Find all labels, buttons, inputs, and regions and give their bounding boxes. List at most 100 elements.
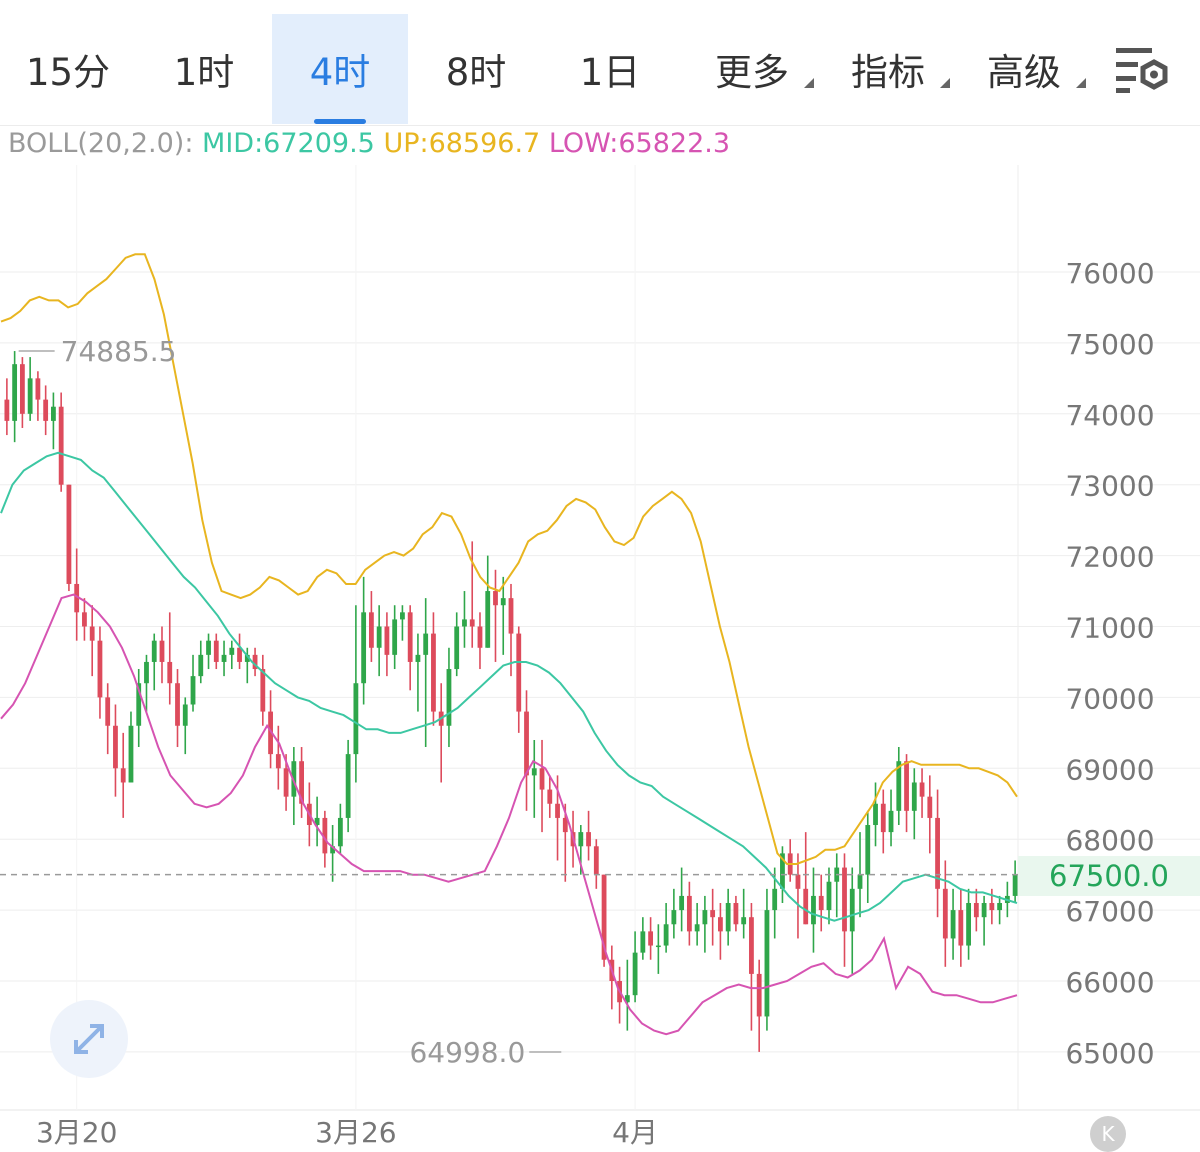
candle-body: [524, 711, 529, 776]
boll-legend-mid: MID:67209.5: [202, 128, 375, 159]
candle: [120, 732, 126, 818]
candle-body: [275, 754, 281, 769]
dropdown-triangle-icon: [940, 78, 950, 88]
candle-body: [655, 945, 661, 948]
candle: [330, 825, 336, 882]
candle: [477, 612, 483, 670]
candle-body: [671, 910, 677, 925]
candle: [624, 959, 630, 1031]
candle: [834, 853, 840, 918]
candle-body: [958, 910, 964, 946]
candle-body: [593, 846, 599, 875]
candle: [423, 598, 429, 748]
candle: [353, 605, 359, 783]
candle: [400, 605, 405, 641]
candle-body: [35, 378, 41, 400]
y-tick-label: 65000: [1065, 1037, 1154, 1070]
candle: [547, 775, 553, 818]
candle-body: [648, 931, 654, 946]
tab-1day[interactable]: 1日: [552, 14, 668, 124]
candle: [144, 654, 149, 712]
candle-body: [136, 683, 142, 726]
candle-body: [237, 647, 242, 662]
tab-label: 高级: [987, 51, 1061, 94]
k-line-button[interactable]: K: [1090, 1116, 1126, 1152]
tab-4hour[interactable]: 4时: [272, 14, 408, 124]
tab-label: 1日: [579, 51, 641, 94]
tab-15min[interactable]: 15分: [10, 14, 126, 124]
tab-8hour[interactable]: 8时: [418, 14, 534, 124]
candle-body: [555, 803, 560, 818]
tab-advanced[interactable]: 高级: [972, 14, 1086, 124]
candle-body: [500, 598, 506, 606]
tab-indicators[interactable]: 指标: [836, 14, 950, 124]
candle-body: [384, 626, 390, 655]
candle-body: [407, 612, 413, 662]
candle: [376, 605, 382, 677]
candle: [361, 576, 367, 705]
candle: [981, 895, 987, 946]
candle-body: [423, 633, 429, 655]
candle-body: [547, 789, 553, 804]
candle: [997, 895, 1003, 925]
y-tick-label: 74000: [1065, 399, 1154, 432]
candle-body: [749, 917, 754, 974]
candle: [586, 810, 591, 861]
tab-more[interactable]: 更多: [700, 14, 814, 124]
candle: [818, 874, 824, 932]
candle-body: [795, 874, 801, 889]
boll-legend-low: LOW:65822.3: [548, 128, 731, 159]
candle-body: [198, 654, 204, 677]
candle: [213, 633, 219, 670]
candle: [252, 647, 258, 677]
candle: [485, 555, 491, 648]
candle-body: [880, 803, 886, 833]
candle-body: [842, 867, 847, 932]
candle-body: [462, 619, 467, 627]
candle: [516, 626, 522, 733]
y-tick-label: 66000: [1065, 966, 1154, 999]
tab-label: 8时: [445, 51, 507, 94]
timeframe-tab-bar: 15分 1时 4时 8时 1日 更多 指标 高级: [0, 0, 1200, 126]
tab-1hour[interactable]: 1时: [146, 14, 262, 124]
candle: [438, 683, 444, 783]
tab-label: 15分: [25, 51, 111, 94]
candle-body: [213, 640, 219, 662]
candle: [601, 874, 607, 967]
candle-body: [361, 612, 367, 684]
candle-body: [818, 895, 824, 911]
candle: [756, 959, 762, 1052]
candle-body: [702, 910, 708, 925]
expand-arrows-icon: [74, 1024, 104, 1054]
candle: [105, 683, 111, 755]
candle-body: [392, 619, 398, 655]
candle: [966, 888, 971, 960]
candle-body: [562, 817, 568, 833]
candle: [888, 789, 894, 847]
boll-up-line: [0, 253, 1018, 865]
candle: [12, 351, 18, 443]
candle-body: [66, 484, 72, 584]
candle-body: [756, 973, 762, 1017]
candle: [89, 605, 95, 677]
candle-body: [686, 895, 692, 932]
candle: [469, 541, 475, 648]
candle: [35, 371, 41, 421]
candle: [749, 903, 754, 1031]
candle: [904, 754, 909, 833]
candle-body: [97, 640, 103, 698]
candle-body: [896, 761, 902, 811]
candle-body: [764, 910, 770, 1017]
candle: [19, 357, 25, 428]
x-tick-label: 3月20: [36, 1116, 117, 1149]
candle: [508, 583, 514, 677]
expand-chart-button[interactable]: [50, 1000, 128, 1078]
candle: [725, 888, 731, 946]
chart-settings-button[interactable]: [1112, 42, 1174, 98]
candle-body: [935, 817, 940, 889]
candle-body: [337, 817, 343, 847]
candle-body: [733, 903, 739, 925]
candle: [873, 782, 878, 847]
tab-label: 1时: [173, 51, 235, 94]
